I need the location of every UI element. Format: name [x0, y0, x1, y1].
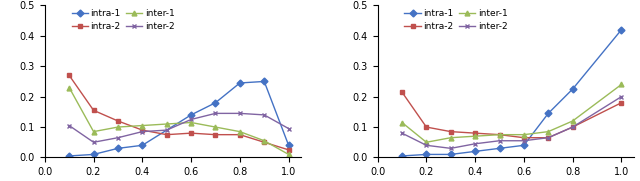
- intra-2: [471, 132, 479, 134]
- inter-1: [422, 141, 430, 143]
- intra-1: [236, 82, 244, 84]
- intra-1: [495, 147, 503, 150]
- inter-2: [138, 131, 146, 133]
- intra-2: [260, 141, 268, 143]
- intra-2: [398, 91, 406, 93]
- Legend: intra-1, intra-2, inter-1, inter-2: intra-1, intra-2, inter-1, inter-2: [70, 7, 177, 33]
- inter-1: [520, 134, 528, 136]
- intra-2: [236, 134, 244, 136]
- Line: intra-1: intra-1: [399, 27, 624, 158]
- inter-2: [471, 143, 479, 145]
- intra-1: [65, 155, 73, 157]
- intra-1: [260, 80, 268, 83]
- inter-1: [114, 126, 122, 128]
- inter-2: [398, 132, 406, 134]
- inter-1: [398, 121, 406, 124]
- Line: inter-1: inter-1: [67, 85, 291, 157]
- inter-1: [569, 120, 577, 122]
- inter-2: [422, 144, 430, 146]
- inter-1: [260, 140, 268, 142]
- intra-1: [90, 153, 97, 155]
- intra-1: [188, 114, 195, 116]
- intra-2: [545, 137, 552, 139]
- inter-1: [163, 123, 170, 125]
- inter-1: [138, 125, 146, 127]
- intra-2: [618, 102, 625, 104]
- inter-1: [618, 83, 625, 86]
- inter-1: [545, 131, 552, 133]
- intra-2: [188, 132, 195, 134]
- inter-2: [188, 118, 195, 121]
- intra-2: [520, 137, 528, 139]
- inter-1: [471, 135, 479, 137]
- intra-2: [285, 149, 292, 151]
- inter-2: [285, 127, 292, 130]
- intra-2: [138, 129, 146, 131]
- intra-1: [285, 144, 292, 146]
- inter-2: [520, 140, 528, 142]
- inter-2: [90, 141, 97, 143]
- inter-1: [236, 131, 244, 133]
- intra-1: [138, 144, 146, 146]
- inter-1: [212, 126, 220, 128]
- inter-2: [65, 125, 73, 127]
- inter-2: [114, 137, 122, 139]
- intra-1: [618, 29, 625, 31]
- inter-1: [90, 131, 97, 133]
- intra-1: [114, 147, 122, 150]
- intra-2: [495, 134, 503, 136]
- Line: inter-2: inter-2: [67, 111, 291, 145]
- inter-2: [545, 137, 552, 139]
- intra-2: [90, 109, 97, 111]
- intra-2: [114, 120, 122, 122]
- intra-2: [422, 126, 430, 128]
- inter-2: [236, 112, 244, 114]
- inter-2: [212, 112, 220, 114]
- inter-2: [569, 126, 577, 128]
- Line: intra-2: intra-2: [399, 90, 624, 140]
- inter-1: [285, 153, 292, 155]
- Line: intra-2: intra-2: [67, 73, 291, 152]
- intra-1: [212, 102, 220, 104]
- intra-1: [422, 153, 430, 155]
- inter-2: [163, 129, 170, 131]
- inter-1: [447, 137, 454, 139]
- inter-2: [618, 96, 625, 98]
- intra-2: [447, 131, 454, 133]
- inter-2: [495, 140, 503, 142]
- intra-1: [545, 112, 552, 114]
- intra-1: [569, 88, 577, 90]
- intra-2: [212, 134, 220, 136]
- intra-1: [471, 150, 479, 152]
- intra-2: [163, 134, 170, 136]
- Line: inter-1: inter-1: [399, 82, 624, 145]
- Line: inter-2: inter-2: [399, 94, 624, 151]
- intra-1: [520, 144, 528, 146]
- inter-2: [260, 114, 268, 116]
- intra-2: [65, 74, 73, 76]
- inter-1: [65, 87, 73, 89]
- inter-2: [447, 147, 454, 150]
- Legend: intra-1, intra-2, inter-1, inter-2: intra-1, intra-2, inter-1, inter-2: [403, 7, 509, 33]
- inter-1: [495, 134, 503, 136]
- intra-1: [447, 153, 454, 155]
- inter-1: [188, 121, 195, 124]
- intra-1: [398, 155, 406, 157]
- Line: intra-1: intra-1: [67, 79, 291, 158]
- intra-2: [569, 126, 577, 128]
